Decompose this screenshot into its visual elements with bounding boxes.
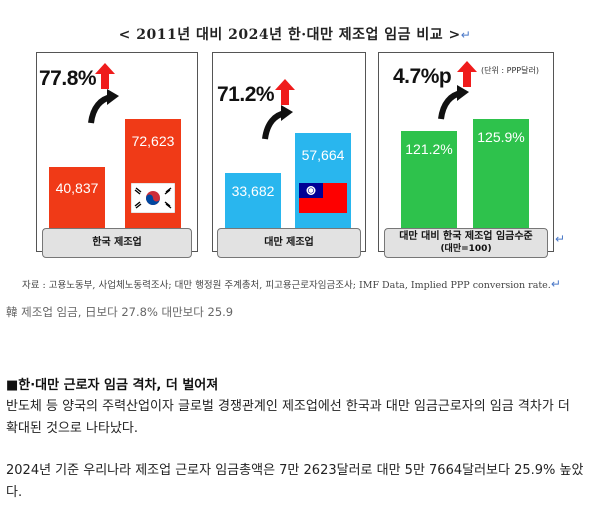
source-note: 자료 : 고용노동부, 사업체노동력조사; 대만 행정원 주계총처, 피고용근로…: [22, 278, 574, 292]
bar-2011: 40,837: [49, 167, 105, 229]
ratio-sublabel: (대만=100): [440, 244, 492, 254]
bar-2011: 33,682: [225, 172, 281, 229]
korea-panel: 77.8% 40,837 72,623: [36, 52, 198, 252]
curved-arrow-icon: [88, 89, 119, 124]
taiwan-label: 대만 제조업: [264, 237, 314, 248]
korea-flag-icon: [131, 183, 175, 213]
figure-title: < 2011년 대비 2024년 한·대만 제조업 임금 비교 >↵: [4, 24, 586, 44]
taiwan-growth-rate: 71.2%: [217, 83, 275, 106]
return-mark-icon: ↵: [460, 28, 472, 42]
article-heading: ■한·대만 근로자 임금 격차, 더 벌어져: [6, 378, 219, 393]
bar-value-label: 57,664: [301, 147, 345, 163]
return-mark-icon: ↵: [550, 277, 561, 291]
korea-label: 한국 제조업: [92, 237, 142, 248]
taiwan-label-box: 대만 제조업: [217, 228, 361, 258]
bar-value-label: 125.9%: [477, 129, 525, 145]
taiwan-flag-icon: [299, 183, 347, 213]
bar-value-label: 40,837: [55, 180, 99, 197]
ratio-label-box: 대만 대비 한국 제조업 임금수준 (대만=100): [384, 228, 548, 258]
ratio-growth: 4.7%p: [393, 65, 452, 88]
bar-value-label: 72,623: [131, 133, 175, 149]
bar-2024: 125.9%: [473, 119, 529, 229]
figure-title-text: < 2011년 대비 2024년 한·대만 제조업 임금 비교 >: [118, 27, 461, 43]
wage-comparison-figure: < 2011년 대비 2024년 한·대만 제조업 임금 비교 >↵ 77.8%…: [4, 14, 586, 302]
source-text: 자료 : 고용노동부, 사업체노동력조사; 대만 행정원 주계총처, 피고용근로…: [22, 280, 551, 291]
bar-2011: 121.2%: [401, 130, 457, 229]
unit-note: (단위 : PPP달러): [481, 66, 539, 75]
bar-value-label: 33,682: [231, 182, 275, 199]
article-paragraph-2: 2024년 기준 우리나라 제조업 근로자 임금총액은 7만 2623달러로 대…: [6, 463, 584, 500]
up-arrow-icon: [95, 63, 115, 89]
up-arrow-icon: [275, 79, 295, 105]
bar-value-label: 121.2%: [405, 140, 453, 157]
image-caption: 韓 제조업 임금, 日보다 27.8% 대만보다 25.9: [6, 305, 234, 319]
article-paragraph-1: 반도체 등 양국의 주력산업이자 글로벌 경쟁관계인 제조업에선 한국과 대만 …: [6, 399, 570, 436]
korea-label-box: 한국 제조업: [42, 228, 192, 258]
ratio-panel: 4.7%p (단위 : PPP달러) 121.2% 125.9% 2011 20…: [378, 52, 554, 252]
curved-arrow-icon: [438, 85, 469, 120]
bar-2024: 57,664: [295, 133, 351, 229]
return-mark-icon: ↵: [555, 232, 566, 246]
taiwan-panel: 71.2% 33,682 57,664 2011 2024: [212, 52, 366, 252]
curved-arrow-icon: [262, 105, 293, 140]
korea-growth-rate: 77.8%: [39, 67, 97, 90]
up-arrow-icon: [457, 61, 477, 87]
ratio-label: 대만 대비 한국 제조업 임금수준: [399, 231, 533, 242]
